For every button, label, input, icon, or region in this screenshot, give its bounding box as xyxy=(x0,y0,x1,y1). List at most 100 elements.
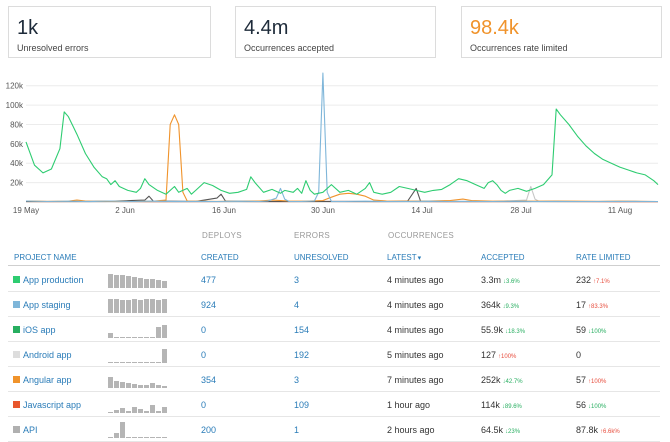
latest-time: 4 minutes ago xyxy=(387,300,444,311)
accepted-delta: ↓89.6% xyxy=(502,404,522,410)
rate-limited-value: 87.8k xyxy=(576,425,598,435)
sparkline xyxy=(108,419,168,439)
created-count[interactable]: 0 xyxy=(201,350,206,361)
created-count[interactable]: 0 xyxy=(201,325,206,336)
unresolved-count[interactable]: 192 xyxy=(294,350,309,361)
created-count[interactable]: 0 xyxy=(201,400,206,411)
accepted-value: 252k xyxy=(481,375,501,385)
created-count[interactable]: 924 xyxy=(201,300,216,311)
stat-card-unresolved-errors[interactable]: 1k Unresolved errors xyxy=(8,6,211,58)
column-header-rate-limited[interactable]: RATE LIMITED xyxy=(576,253,631,262)
unresolved-count[interactable]: 3 xyxy=(294,275,299,286)
accepted-cell: 127↑100% xyxy=(481,350,516,363)
sparkline-bar xyxy=(120,422,125,438)
sparkline xyxy=(108,269,168,289)
sparkline-bar xyxy=(126,437,131,438)
column-header-accepted[interactable]: ACCEPTED xyxy=(481,253,525,262)
sparkline xyxy=(108,394,168,414)
sparkline-bar xyxy=(156,327,161,338)
sparkline-bar xyxy=(162,386,167,388)
sparkline-bar xyxy=(138,278,143,288)
project-name-link[interactable]: Javascript app xyxy=(23,400,81,411)
sparkline-bar xyxy=(150,405,155,413)
latest-time: 1 hour ago xyxy=(387,400,430,411)
x-tick-label: 28 Jul xyxy=(510,206,532,215)
column-header-latest[interactable]: LATEST▾ xyxy=(387,253,421,262)
sparkline-bar xyxy=(126,362,131,363)
sparkline-bar xyxy=(126,337,131,338)
stat-label: Occurrences rate limited xyxy=(470,43,661,53)
sparkline-bar xyxy=(114,433,119,438)
sparkline-bar xyxy=(162,325,167,338)
sparkline xyxy=(108,369,168,389)
unresolved-count[interactable]: 4 xyxy=(294,300,299,311)
sparkline-bar xyxy=(120,300,125,313)
sparkline-bar xyxy=(108,333,113,338)
project-name-link[interactable]: Android app xyxy=(23,350,72,361)
y-tick-label: 20k xyxy=(10,179,24,188)
sparkline-bar xyxy=(138,337,143,338)
created-count[interactable]: 200 xyxy=(201,425,216,436)
project-color-swatch xyxy=(13,426,20,433)
sparkline-bar xyxy=(162,281,167,288)
x-tick-label: 14 Jul xyxy=(411,206,433,215)
sparkline-bar xyxy=(138,362,143,363)
stat-card-occurrences-rate-limited[interactable]: 98.4k Occurrences rate limited xyxy=(461,6,662,58)
created-count[interactable]: 477 xyxy=(201,275,216,286)
column-header-latest-label: LATEST xyxy=(387,253,417,262)
sparkline-bar xyxy=(156,300,161,313)
deploys-group-header: DEPLOYS xyxy=(202,231,242,240)
accepted-cell: 64.5k↓23% xyxy=(481,425,520,438)
accepted-cell: 252k↓42.7% xyxy=(481,375,523,388)
table-row-app-staging[interactable]: App staging 924 4 4 minutes ago 364k↓9.3% 17↑… xyxy=(8,291,660,317)
sparkline-bar xyxy=(120,382,125,388)
sparkline-bar xyxy=(126,300,131,313)
sparkline-bar xyxy=(132,299,137,313)
rate-limited-value: 0 xyxy=(576,350,581,360)
rate-limited-cell: 56↓100% xyxy=(576,400,606,413)
accepted-delta: ↓18.3% xyxy=(505,329,525,335)
project-name-link[interactable]: iOS app xyxy=(23,325,56,336)
sparkline-bar xyxy=(126,383,131,388)
sparkline-bar xyxy=(150,337,155,338)
sparkline xyxy=(108,319,168,339)
sparkline-bar xyxy=(144,362,149,363)
column-header-unresolved[interactable]: UNRESOLVED xyxy=(294,253,349,262)
column-header-project-name[interactable]: PROJECT NAME xyxy=(14,253,77,262)
column-header-created[interactable]: CREATED xyxy=(201,253,239,262)
accepted-delta: ↓9.3% xyxy=(503,304,520,310)
project-name-link[interactable]: App staging xyxy=(23,300,71,311)
unresolved-count[interactable]: 109 xyxy=(294,400,309,411)
created-count[interactable]: 354 xyxy=(201,375,216,386)
sparkline-bar xyxy=(150,362,155,363)
sparkline-bar xyxy=(108,362,113,363)
sparkline-bar xyxy=(132,437,137,438)
y-tick-label: 80k xyxy=(10,120,24,129)
stat-label: Unresolved errors xyxy=(17,43,210,53)
project-name-link[interactable]: API xyxy=(23,425,38,436)
stat-card-occurrences-accepted[interactable]: 4.4m Occurrences accepted xyxy=(235,6,436,58)
project-name-link[interactable]: Angular app xyxy=(23,375,72,386)
accepted-value: 364k xyxy=(481,300,501,310)
accepted-value: 55.9k xyxy=(481,325,503,335)
unresolved-count[interactable]: 1 xyxy=(294,425,299,436)
unresolved-count[interactable]: 3 xyxy=(294,375,299,386)
sparkline-bar xyxy=(150,279,155,288)
sparkline-bar xyxy=(108,437,113,438)
rate-limited-cell: 17↑83.3% xyxy=(576,300,608,313)
unresolved-count[interactable]: 154 xyxy=(294,325,309,336)
latest-time: 5 minutes ago xyxy=(387,350,444,361)
accepted-cell: 364k↓9.3% xyxy=(481,300,519,313)
sparkline-bar xyxy=(114,381,119,388)
table-row-android-app[interactable]: Android app 0 192 5 minutes ago 127↑100% 0 xyxy=(8,341,660,367)
stat-value: 1k xyxy=(17,17,210,39)
sparkline-bar xyxy=(156,437,161,438)
project-name-link[interactable]: App production xyxy=(23,275,84,286)
rate-limited-cell: 232↑7.1% xyxy=(576,275,610,288)
